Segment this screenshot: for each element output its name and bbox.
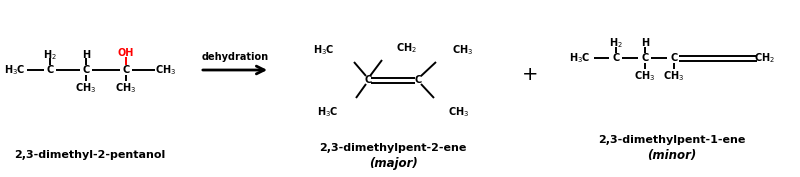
Text: C: C	[364, 75, 372, 85]
Text: H: H	[641, 38, 649, 48]
Text: OH: OH	[118, 48, 134, 58]
Text: 2,3-dimethylpent-2-ene: 2,3-dimethylpent-2-ene	[319, 143, 466, 153]
Text: CH$_3$: CH$_3$	[452, 43, 473, 57]
Text: CH$_3$: CH$_3$	[663, 69, 685, 83]
Text: H$_2$: H$_2$	[43, 48, 57, 62]
Text: H$_3$C: H$_3$C	[4, 63, 26, 77]
Text: H$_3$C: H$_3$C	[570, 51, 590, 65]
Text: CH$_3$: CH$_3$	[155, 63, 177, 77]
Text: CH$_2$: CH$_2$	[754, 51, 774, 65]
Text: H$_2$: H$_2$	[609, 36, 623, 50]
Text: C: C	[46, 65, 54, 75]
Text: C: C	[612, 53, 620, 63]
Text: dehydration: dehydration	[202, 52, 269, 62]
Text: CH$_3$: CH$_3$	[448, 105, 469, 119]
Text: C: C	[82, 65, 90, 75]
Text: CH$_3$: CH$_3$	[75, 81, 97, 95]
Text: H$_3$C: H$_3$C	[313, 43, 334, 57]
Text: 2,3-dimethyl-2-pentanol: 2,3-dimethyl-2-pentanol	[14, 150, 166, 160]
Text: CH$_2$: CH$_2$	[396, 41, 417, 55]
Text: C: C	[122, 65, 130, 75]
Text: CH$_3$: CH$_3$	[634, 69, 655, 83]
Text: C: C	[670, 53, 678, 63]
Text: +: +	[522, 65, 538, 84]
Text: 2,3-dimethylpent-1-ene: 2,3-dimethylpent-1-ene	[598, 135, 746, 145]
Text: CH$_3$: CH$_3$	[115, 81, 137, 95]
Text: H: H	[82, 50, 90, 60]
Text: (major): (major)	[369, 156, 418, 170]
Text: C: C	[414, 75, 422, 85]
Text: (minor): (minor)	[647, 149, 697, 161]
Text: H$_3$C: H$_3$C	[317, 105, 338, 119]
Text: C: C	[642, 53, 649, 63]
